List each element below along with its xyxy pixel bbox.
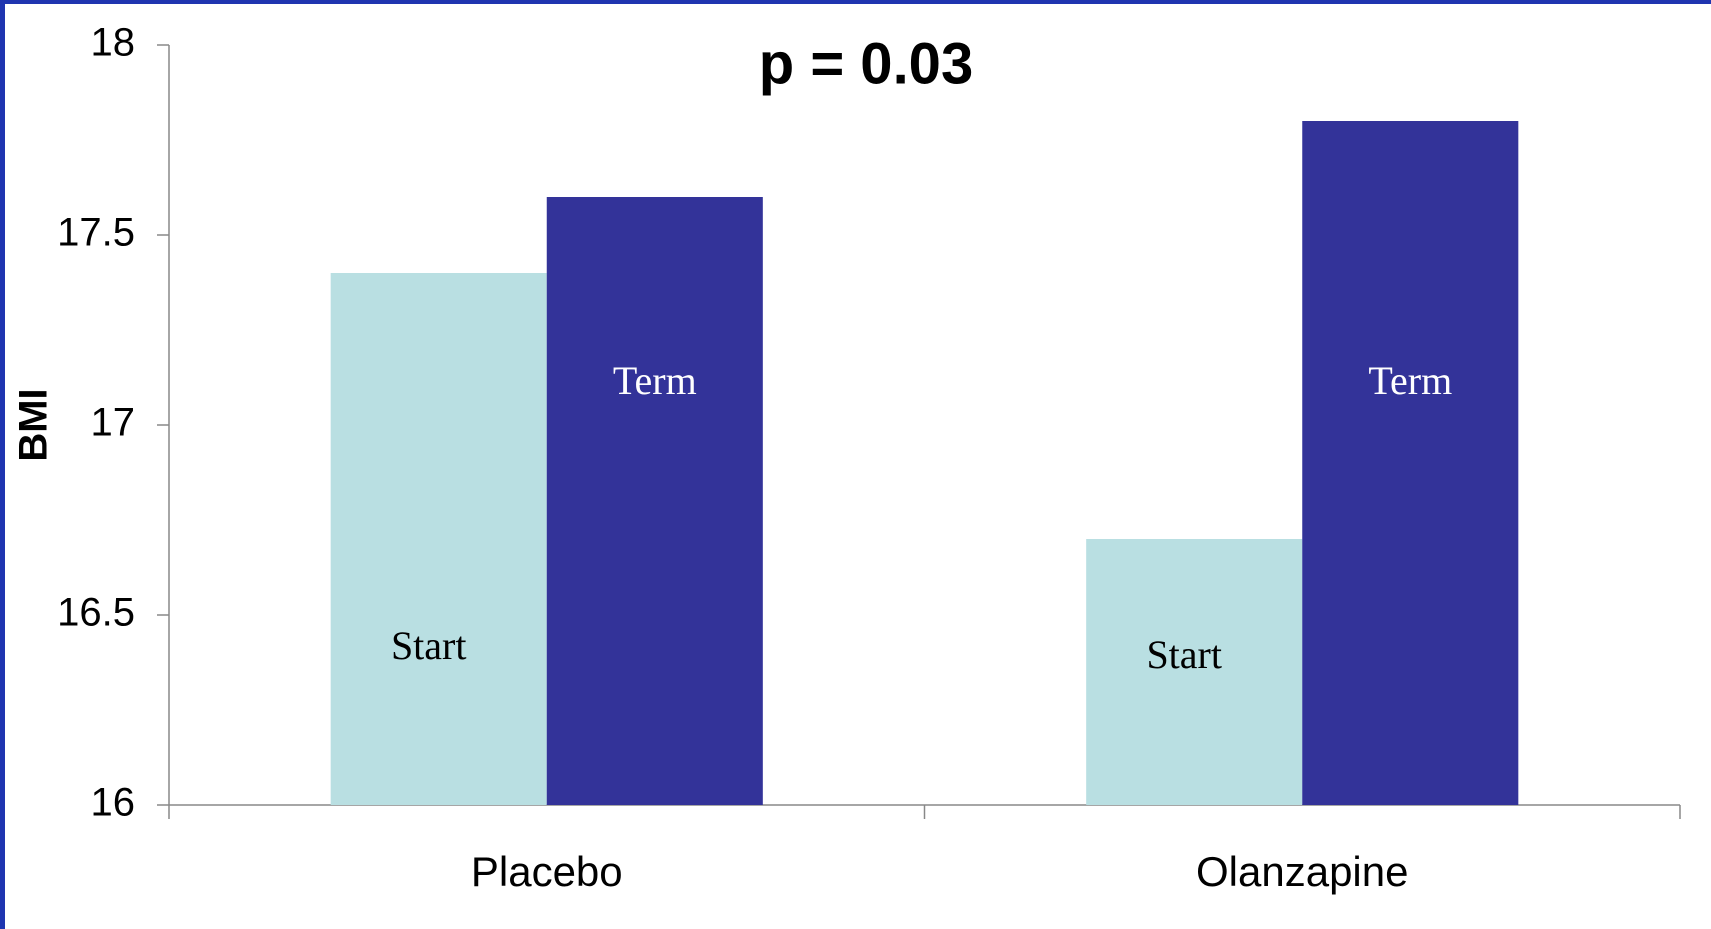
y-tick-label: 18	[91, 21, 136, 65]
y-tick-label: 17	[91, 401, 136, 445]
x-tick-label: Placebo	[471, 848, 623, 895]
series-label: Term	[1368, 358, 1452, 403]
frame-left	[0, 0, 5, 929]
bar	[1086, 539, 1303, 805]
series-label: Start	[1146, 632, 1222, 677]
bar	[546, 197, 763, 805]
series-label: Term	[613, 358, 697, 403]
frame-top	[0, 0, 1711, 4]
bar	[1302, 121, 1519, 805]
series-label: Start	[391, 623, 467, 668]
y-tick-label: 16	[91, 781, 136, 825]
y-tick-label: 16.5	[57, 591, 135, 635]
chart-title: p = 0.03	[759, 31, 973, 96]
y-tick-label: 17.5	[57, 211, 135, 255]
bar	[330, 273, 547, 805]
x-tick-label: Olanzapine	[1196, 848, 1408, 895]
y-axis-label: BMI	[12, 388, 56, 461]
